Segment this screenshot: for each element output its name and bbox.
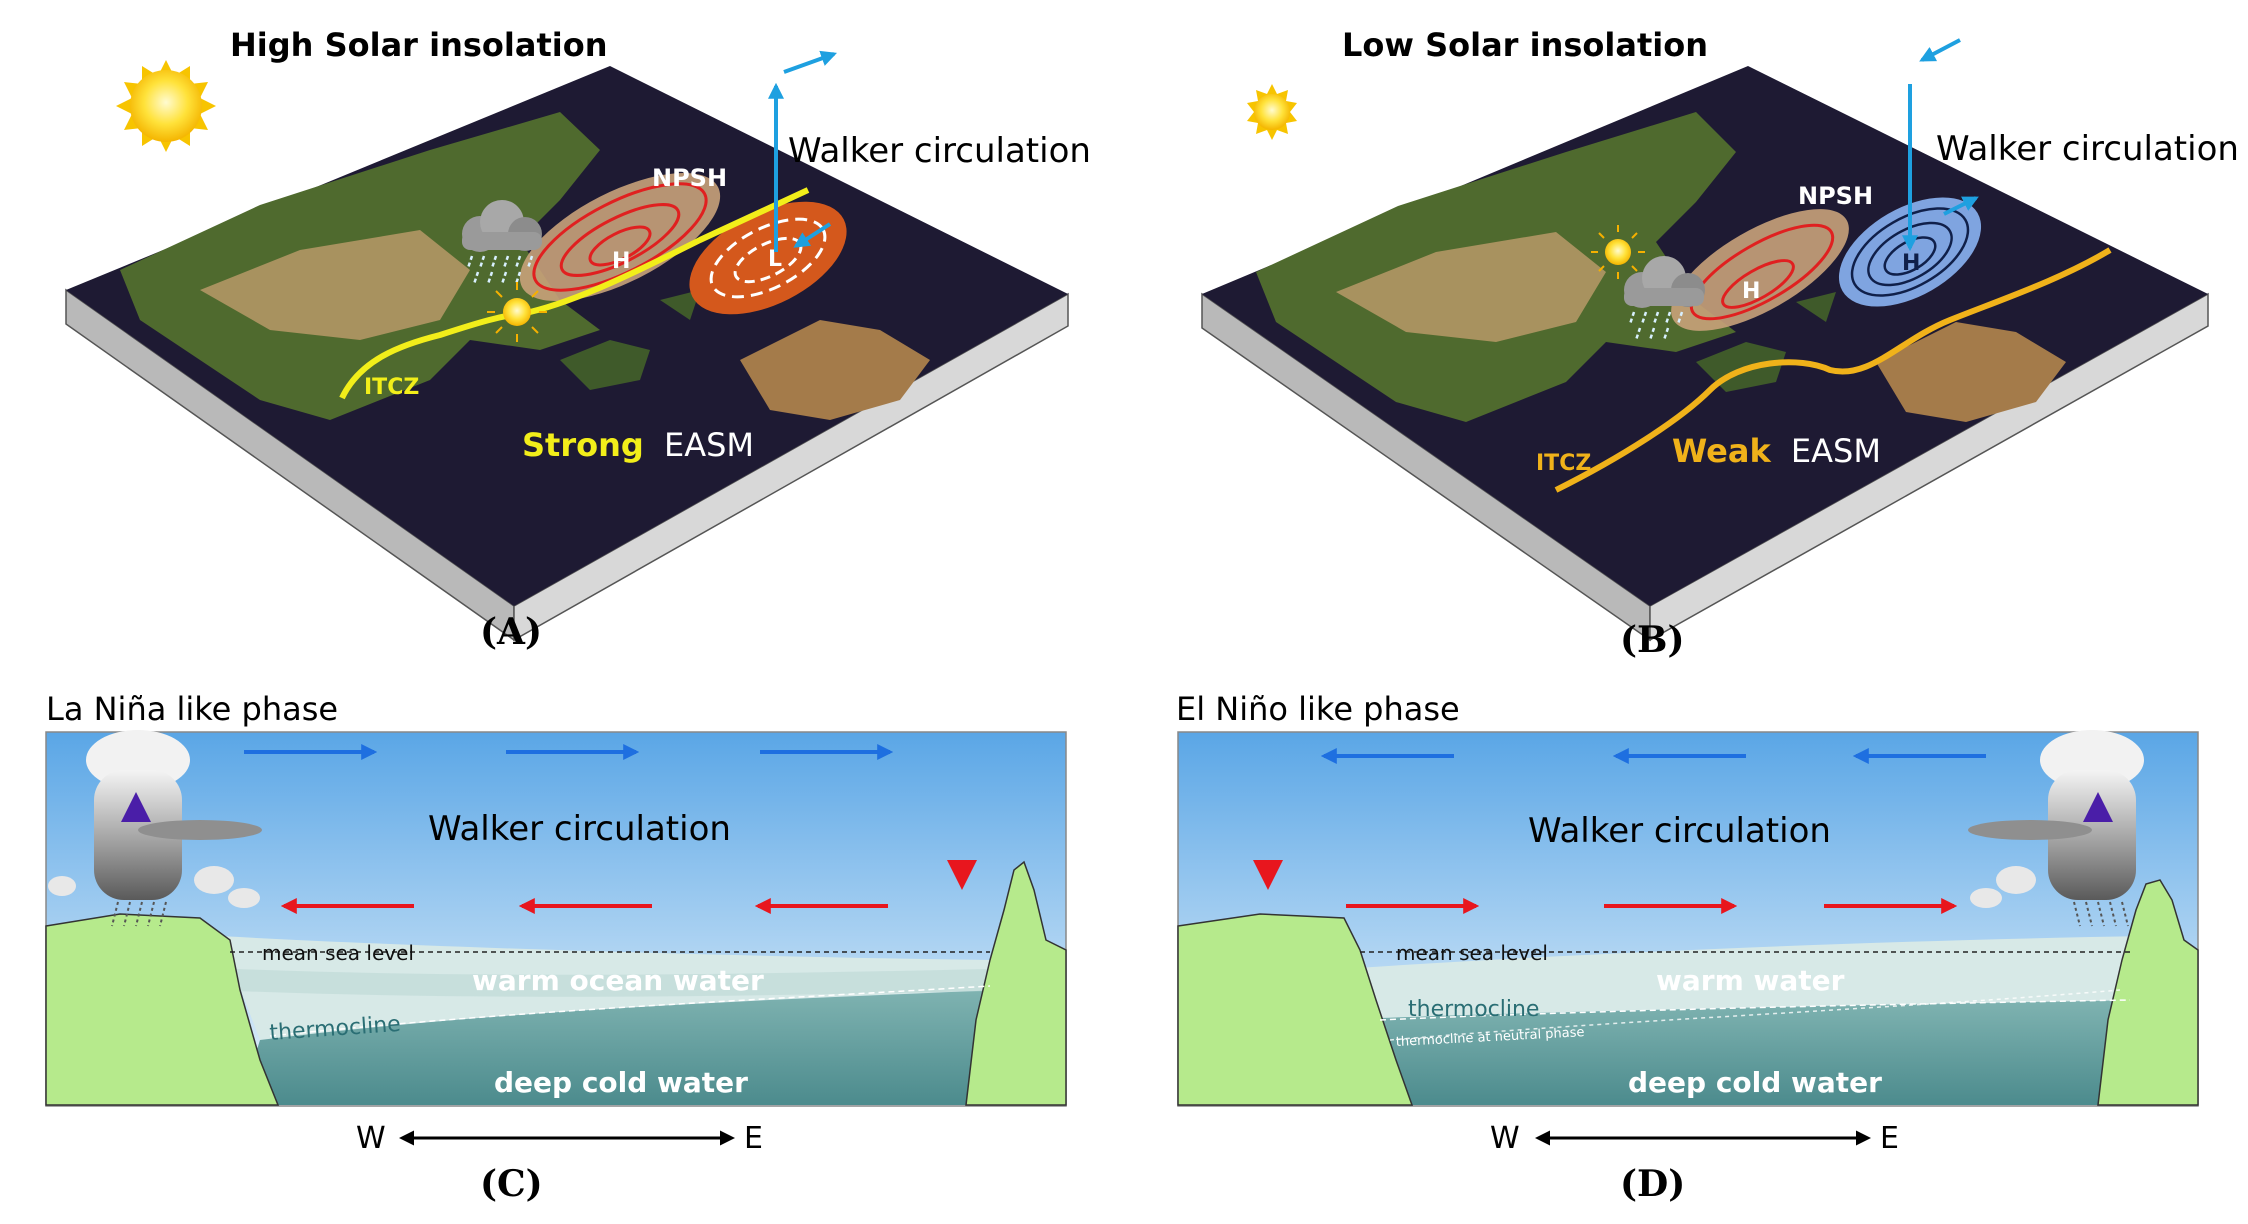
panel-b-itcz-label: ITCZ (1536, 451, 1591, 476)
panel-b-easm: Weak EASM (1672, 432, 1881, 470)
panel-d-deep-water (1380, 1000, 2148, 1105)
panel-a-big-sun (116, 60, 216, 152)
panel-a-npsh-label: NPSH (652, 164, 727, 192)
panel-a-easm: Strong EASM (522, 426, 754, 464)
panel-a: NPSH H L ITCZ High Solar i (65, 26, 1091, 653)
panel-b-npsh-ring-inner (1721, 259, 1795, 309)
panel-a-easm-strength: Strong (522, 426, 644, 464)
panel-b-walker-out-arrow (1943, 196, 1979, 216)
panel-a-walker-east-arrow (783, 50, 838, 74)
panel-b-high-east-label: H (1902, 251, 1920, 276)
panel-a-high-label: H (612, 249, 630, 274)
panel-c-east-coast (965, 860, 1067, 1106)
panel-a-walker-down-arrow (793, 222, 832, 248)
panel-b-caption: (B) (1620, 619, 1685, 661)
panel-b-npsh-ring-outer (1689, 223, 1835, 321)
panel-a-itcz-line (339, 187, 810, 400)
panel-d-west-label: W (1490, 1121, 1520, 1156)
panel-a-low-label: L (768, 247, 782, 272)
panel-a-walker-label: Walker circulation (788, 131, 1091, 171)
panel-a-npsh-ring-mid (559, 203, 681, 277)
panel-d-walker-label: Walker circulation (1528, 811, 1831, 851)
panel-b-easm-strength: Weak (1672, 432, 1771, 470)
panel-d-west-coast (1177, 913, 1414, 1106)
panel-b-land-australia (1876, 322, 2066, 422)
panel-c: La Niña like phase mean sea level thermo… (45, 690, 1067, 1205)
panel-d-thermocline-label: thermocline (1408, 997, 1539, 1022)
panel-a-land-australia (740, 320, 930, 420)
panel-a-rain-cloud (462, 200, 542, 285)
panel-d-warm-water (1356, 936, 2148, 1018)
panel-c-phase-title: La Niña like phase (46, 690, 338, 728)
panel-d: El Niño like phase mean sea level thermo… (1176, 690, 2199, 1205)
panel-d-deep-label: deep cold water (1628, 1066, 1882, 1099)
panel-b-high-east-fill (1838, 197, 1982, 307)
panel-a-map-sun (487, 282, 547, 342)
panel-b-walker-label: Walker circulation (1936, 129, 2239, 169)
panel-b-high-east-ring-1 (1850, 207, 1970, 297)
panel-b: NPSH H H ITCZ Low Sol (1201, 26, 2239, 661)
panel-c-deep-water (240, 990, 1000, 1105)
panel-b-land-desert (1336, 232, 1606, 342)
panel-a-title: High Solar insolation (230, 26, 607, 64)
panel-b-npsh-fill (1671, 209, 1849, 331)
panel-a-itcz-label: ITCZ (364, 375, 419, 400)
panel-c-east-label: E (744, 1121, 763, 1156)
panel-b-title: Low Solar insolation (1342, 26, 1708, 64)
panel-b-high-east-ring-2 (1867, 221, 1953, 287)
panel-b-itcz-line (1554, 247, 2112, 493)
panel-b-high-west-label: H (1742, 279, 1760, 304)
panel-d-caption: (D) (1620, 1163, 1685, 1205)
panel-c-storm-cloud (48, 730, 262, 927)
panel-c-sea-level-label: mean sea level (262, 941, 414, 965)
panel-b-walker-in-arrow (1919, 38, 1961, 62)
panel-d-warm-label: warm water (1656, 964, 1845, 997)
panel-d-sea-level-label: mean sea level (1396, 941, 1548, 965)
panel-d-east-label: E (1880, 1121, 1899, 1156)
panel-c-deep-label: deep cold water (494, 1066, 748, 1099)
panel-a-easm-label: EASM (664, 426, 754, 464)
panel-b-npsh-label: NPSH (1798, 182, 1873, 210)
panel-d-phase-title: El Niño like phase (1176, 690, 1460, 728)
panel-d-thermocline-neutral-line (1389, 989, 2121, 1041)
panel-b-small-sun (1247, 84, 1297, 140)
panel-b-easm-label: EASM (1791, 432, 1881, 470)
panel-c-west-label: W (356, 1121, 386, 1156)
panel-c-thermocline-line (269, 985, 991, 1037)
panel-c-walker-label: Walker circulation (428, 809, 731, 849)
panel-a-npsh-ring-inner (588, 225, 652, 267)
panel-c-warm-band (235, 969, 991, 997)
panel-a-caption: (A) (480, 611, 542, 653)
panel-c-west-coast (45, 913, 280, 1106)
panel-d-east-coast (2097, 879, 2199, 1106)
panel-d-thermocline-line (1379, 999, 2131, 1021)
panel-c-caption: (C) (480, 1163, 543, 1205)
panel-a-land-islands (560, 290, 700, 390)
panel-b-land-islands (1696, 292, 1836, 392)
panel-a-land-desert (200, 230, 470, 340)
panel-b-map-sun (1591, 225, 1645, 279)
panel-b-rain-cloud (1624, 256, 1705, 341)
panel-d-storm-cloud (1968, 730, 2144, 927)
panel-c-warm-label: warm ocean water (472, 964, 764, 997)
